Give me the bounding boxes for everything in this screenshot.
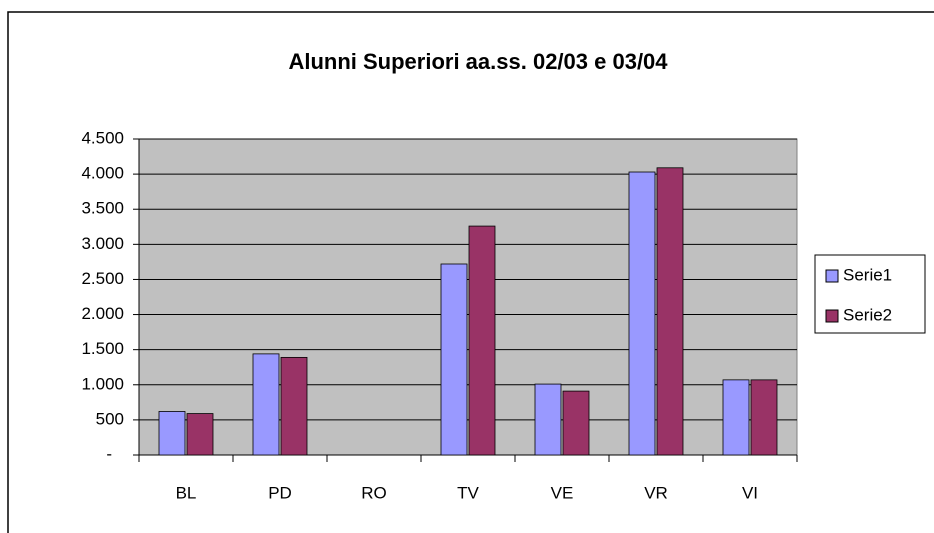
bar <box>534 383 562 456</box>
x-tick-label: RO <box>361 483 387 502</box>
bar <box>562 390 590 456</box>
bar <box>158 411 186 456</box>
y-tick-label: 4.500 <box>81 128 124 147</box>
bar <box>252 353 280 456</box>
x-tick-label: BL <box>176 483 197 502</box>
bar <box>440 263 468 456</box>
y-tick-label: 4.000 <box>81 164 124 183</box>
y-tick-label: 1.500 <box>81 339 124 358</box>
legend-swatch <box>825 269 839 283</box>
x-tick-label: VI <box>742 483 758 502</box>
chart-title: Alunni Superiori aa.ss. 02/03 e 03/04 <box>288 49 668 74</box>
legend-swatch <box>825 309 839 323</box>
y-tick-label: 3.500 <box>81 199 124 218</box>
bar <box>186 413 214 456</box>
x-tick-label: PD <box>268 483 292 502</box>
x-tick-label: VR <box>644 483 668 502</box>
x-tick-label: VE <box>551 483 574 502</box>
y-tick-label: - <box>106 444 112 463</box>
y-tick-label: 1.000 <box>81 374 124 393</box>
y-tick-label: 2.500 <box>81 269 124 288</box>
bar <box>280 356 308 456</box>
y-tick-label: 500 <box>96 409 124 428</box>
plot-area <box>138 138 798 456</box>
y-tick-label: 2.000 <box>81 304 124 323</box>
bar <box>628 171 656 456</box>
legend-label: Serie2 <box>843 305 892 324</box>
x-tick-label: TV <box>457 483 479 502</box>
bar <box>750 379 778 456</box>
bar <box>722 379 750 456</box>
legend-label: Serie1 <box>843 265 892 284</box>
y-tick-label: 3.000 <box>81 234 124 253</box>
bar <box>468 225 496 456</box>
bar <box>656 167 684 456</box>
